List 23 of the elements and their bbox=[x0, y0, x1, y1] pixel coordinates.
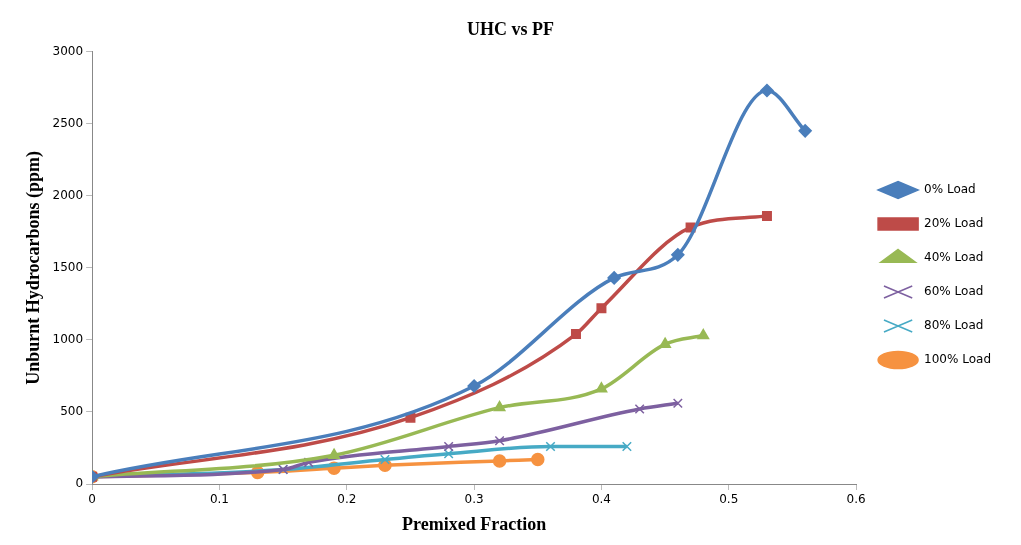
y-tick-label: 0 bbox=[75, 476, 84, 491]
x-tick-label: 0.6 bbox=[846, 492, 866, 507]
y-axis-title: Unburnt Hydrocarbons (ppm) bbox=[23, 150, 45, 385]
legend-label: 0% Load bbox=[924, 182, 976, 197]
y-tick-label: 3000 bbox=[52, 43, 84, 58]
legend-label: 20% Load bbox=[924, 216, 984, 231]
legend-label: 100% Load bbox=[924, 352, 992, 367]
y-tick-label: 500 bbox=[60, 404, 84, 419]
x-tick-label: 0.3 bbox=[464, 492, 484, 507]
y-tick-label: 2000 bbox=[52, 187, 84, 202]
y-tick-label: 2500 bbox=[52, 115, 84, 130]
legend-label: 40% Load bbox=[924, 250, 984, 265]
chart-title: UHC vs PF bbox=[467, 19, 554, 40]
y-tick-label: 1500 bbox=[52, 259, 84, 274]
x-tick-label: 0.2 bbox=[337, 492, 357, 507]
x-tick-label: 0.4 bbox=[591, 492, 611, 507]
legend-label: 60% Load bbox=[924, 284, 984, 299]
x-tick-label: 0.1 bbox=[209, 492, 230, 507]
x-tick-label: 0 bbox=[88, 492, 96, 507]
x-tick-label: 0.5 bbox=[719, 492, 739, 507]
y-tick-label: 1000 bbox=[52, 331, 84, 346]
x-axis-title: Premixed Fraction bbox=[402, 513, 547, 534]
legend-label: 80% Load bbox=[924, 318, 984, 333]
